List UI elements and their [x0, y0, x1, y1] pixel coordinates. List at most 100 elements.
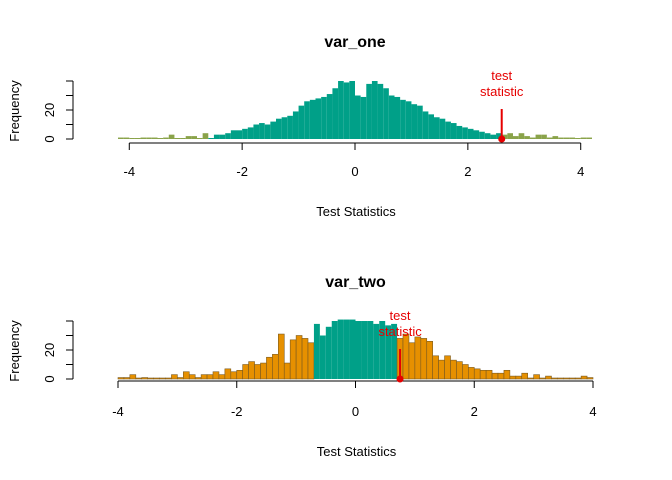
histogram-bar: [270, 121, 276, 139]
histogram-bar: [360, 96, 367, 139]
histogram-bar: [213, 134, 220, 139]
histogram-bar: [123, 137, 130, 139]
histogram-bar: [575, 138, 581, 139]
histogram-bar: [473, 130, 480, 139]
histogram-bar: [188, 374, 196, 380]
histogram-bar: [168, 134, 175, 139]
histogram-bar: [326, 94, 333, 139]
y-tick-label: 0: [42, 135, 57, 142]
histogram-bar: [456, 361, 463, 380]
histogram-bar: [509, 375, 517, 380]
histogram-bar: [321, 96, 327, 139]
histogram-bar: [242, 364, 249, 380]
histogram-bar: [355, 95, 361, 139]
histogram-bar: [163, 137, 169, 139]
histogram-bar: [319, 335, 326, 379]
histogram-bar: [497, 372, 505, 380]
histogram-bar: [377, 83, 384, 139]
histogram-bar: [230, 130, 237, 139]
histogram-bar: [332, 88, 339, 139]
histogram-bar: [569, 137, 576, 139]
histogram-bar: [394, 96, 401, 139]
test-statistic-label: statistic: [378, 324, 422, 339]
histogram-bar: [400, 99, 406, 139]
histogram-bar: [422, 111, 429, 139]
histogram-bar: [473, 368, 481, 380]
test-statistic-label: statistic: [480, 84, 524, 99]
histogram-bar: [524, 136, 530, 139]
histogram-bar: [123, 377, 131, 380]
histogram-bar: [533, 374, 540, 380]
histogram-bar: [129, 138, 135, 139]
histogram-bar: [343, 319, 350, 379]
histogram-bar: [134, 138, 141, 139]
x-tick-label: 4: [577, 164, 584, 179]
histogram-bar: [467, 128, 474, 139]
histogram-bar: [283, 362, 291, 380]
histogram-bar: [287, 115, 293, 139]
x-tick-label: 0: [351, 164, 358, 179]
histogram-bar: [266, 356, 273, 380]
histogram-bar: [242, 128, 248, 139]
histogram-bar: [140, 137, 147, 139]
histogram-bar: [174, 138, 181, 139]
histogram-bar: [264, 124, 271, 139]
histogram-bar: [307, 342, 315, 380]
histogram-bar: [212, 371, 220, 380]
histogram-bar: [551, 377, 558, 380]
histogram-bar: [278, 333, 285, 380]
histogram-bar: [292, 111, 299, 139]
histogram-bar: [338, 81, 344, 139]
histogram-bar: [479, 131, 485, 139]
histogram-bar: [165, 377, 172, 380]
histogram-bar: [236, 369, 243, 380]
histogram-bar: [281, 117, 288, 139]
histogram-bar: [289, 339, 297, 380]
x-tick-label: 2: [471, 404, 478, 419]
histogram-bar: [361, 321, 368, 379]
histogram-bar: [586, 137, 592, 139]
histogram-bar: [206, 374, 214, 380]
histogram-bar: [248, 361, 255, 380]
histogram-bar: [563, 377, 570, 380]
histogram-bar: [468, 367, 475, 380]
x-tick-label: -2: [236, 164, 248, 179]
histogram-bar: [518, 133, 525, 139]
histogram-bar: [349, 319, 356, 379]
histogram-bar: [450, 123, 457, 139]
histogram-bar: [385, 325, 392, 379]
y-axis-label: Frequency: [7, 320, 22, 382]
histogram-bar: [539, 377, 546, 380]
histogram-bar: [541, 134, 547, 139]
histogram-bar: [253, 124, 260, 139]
histogram-bar: [331, 321, 338, 379]
histogram-bar: [141, 377, 148, 380]
histogram-bar: [349, 81, 355, 139]
histogram-bar: [545, 375, 552, 380]
histogram-bar: [371, 81, 378, 139]
test-statistic-label: test: [390, 308, 411, 323]
histogram-bar: [456, 125, 463, 139]
histogram-bar: [373, 323, 380, 379]
histogram-bar: [183, 371, 190, 380]
histogram-bar: [295, 335, 303, 380]
histogram-bar: [513, 136, 519, 139]
histogram-bar: [325, 326, 332, 379]
histogram-bar: [146, 137, 152, 139]
histogram-bar: [202, 133, 209, 139]
histogram-bar: [521, 372, 528, 380]
test-statistic-label: test: [491, 68, 512, 83]
histogram-bar: [462, 364, 469, 380]
histogram-bar: [535, 134, 542, 139]
histogram-bar: [527, 377, 534, 380]
histogram-bar: [563, 137, 570, 139]
histogram-bar: [272, 354, 279, 380]
histogram-bar: [218, 374, 226, 380]
test-statistic-point: [498, 135, 506, 143]
x-axis-label: Test Statistics: [317, 444, 397, 459]
histogram-bar: [503, 369, 511, 380]
histogram-bar: [496, 133, 502, 139]
histogram-bar: [546, 137, 553, 139]
histogram-bar: [414, 336, 422, 380]
